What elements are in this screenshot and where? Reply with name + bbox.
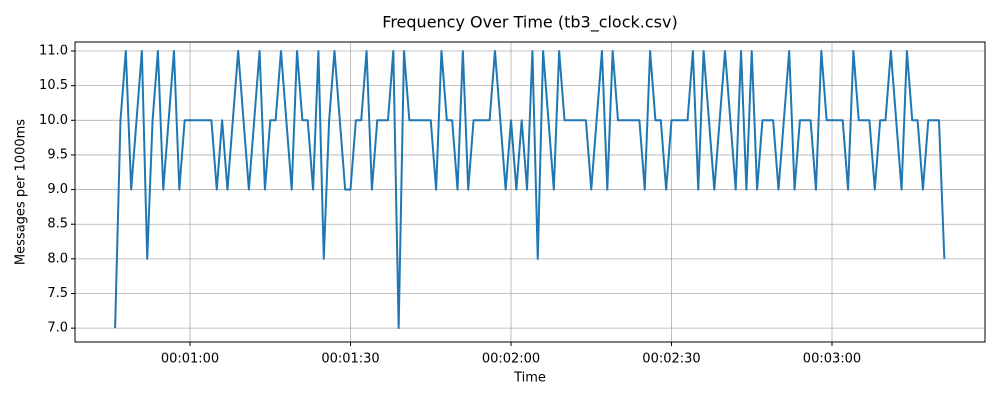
y-tick-label: 8.5 <box>47 217 68 232</box>
y-tick-label: 11.0 <box>39 44 68 59</box>
y-tick-label: 9.5 <box>47 147 68 162</box>
x-tick-label: 00:01:30 <box>321 352 379 367</box>
y-axis-label: Messages per 1000ms <box>14 119 29 265</box>
y-tick-label: 7.5 <box>47 286 68 301</box>
y-tick-label: 7.0 <box>47 321 68 336</box>
x-tick-label: 00:02:00 <box>482 352 540 367</box>
x-axis-label: Time <box>513 371 546 386</box>
y-tick-label: 9.0 <box>47 182 68 197</box>
x-tick-label: 00:01:00 <box>161 352 219 367</box>
data-line <box>114 50 946 330</box>
x-tick-label: 00:02:30 <box>642 352 700 367</box>
y-tick-label: 8.0 <box>47 251 68 266</box>
plot-frame <box>74 41 986 343</box>
x-tick-label: 00:03:00 <box>803 352 861 367</box>
y-tick-label: 10.5 <box>39 78 68 93</box>
y-tick-label: 10.0 <box>39 113 68 128</box>
chart-title: Frequency Over Time (tb3_clock.csv) <box>382 13 677 33</box>
